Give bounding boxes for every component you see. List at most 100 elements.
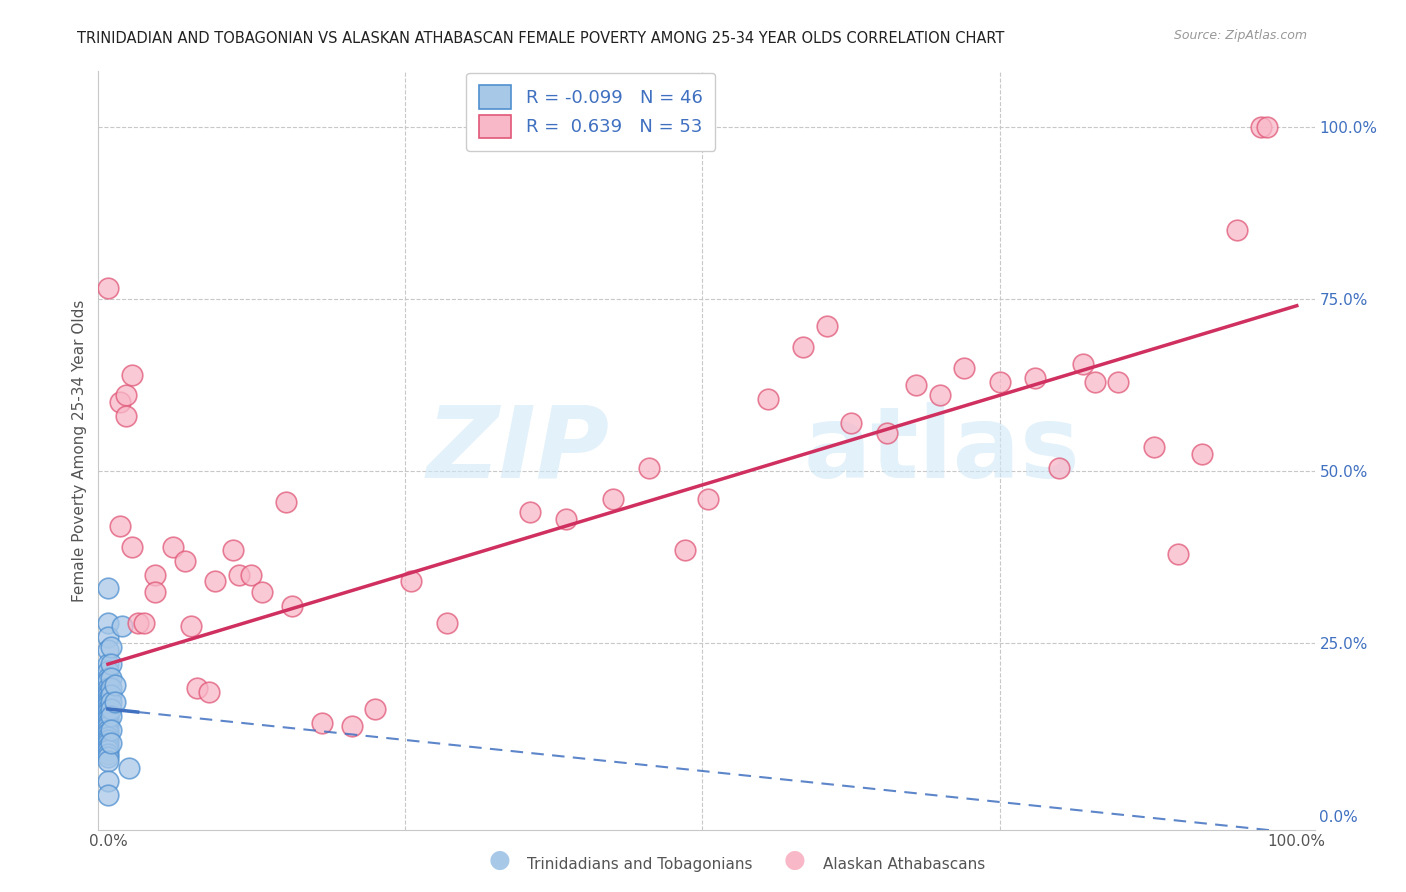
Point xyxy=(97,695,120,709)
Point xyxy=(204,574,226,589)
Point xyxy=(100,657,122,672)
Point xyxy=(1071,357,1094,371)
Point xyxy=(100,702,122,716)
Point xyxy=(97,684,120,698)
Point xyxy=(97,712,120,726)
Point xyxy=(97,615,120,630)
Point xyxy=(1024,371,1046,385)
Legend: R = -0.099   N = 46, R =  0.639   N = 53: R = -0.099 N = 46, R = 0.639 N = 53 xyxy=(467,73,716,151)
Point xyxy=(519,506,541,520)
Point xyxy=(673,543,696,558)
Point xyxy=(697,491,720,506)
Point xyxy=(127,615,149,630)
Point xyxy=(97,674,120,689)
Point xyxy=(100,736,122,750)
Point xyxy=(281,599,304,613)
Point xyxy=(1143,440,1166,454)
Point xyxy=(97,719,120,733)
Point xyxy=(97,736,120,750)
Point xyxy=(198,684,221,698)
Point xyxy=(1107,375,1129,389)
Point xyxy=(121,368,143,382)
Point xyxy=(97,723,120,737)
Text: Trinidadians and Tobagonians: Trinidadians and Tobagonians xyxy=(527,857,752,872)
Point xyxy=(97,671,120,685)
Text: Alaskan Athabascans: Alaskan Athabascans xyxy=(823,857,984,872)
Point xyxy=(97,743,120,757)
Point xyxy=(100,723,122,737)
Point xyxy=(100,671,122,685)
Point xyxy=(637,460,659,475)
Point xyxy=(1084,375,1107,389)
Point xyxy=(97,582,120,596)
Point xyxy=(792,340,814,354)
Point xyxy=(97,643,120,657)
Point xyxy=(97,630,120,644)
Point xyxy=(1226,223,1249,237)
Text: ●: ● xyxy=(783,848,806,872)
Point xyxy=(311,715,333,730)
Point xyxy=(121,540,143,554)
Point xyxy=(876,426,898,441)
Point xyxy=(1047,460,1070,475)
Point xyxy=(114,388,136,402)
Point xyxy=(145,584,167,599)
Point xyxy=(222,543,245,558)
Point xyxy=(340,719,363,733)
Point xyxy=(108,519,131,533)
Point xyxy=(97,715,120,730)
Point xyxy=(276,495,298,509)
Text: Source: ZipAtlas.com: Source: ZipAtlas.com xyxy=(1174,29,1308,42)
Point xyxy=(97,702,120,716)
Point xyxy=(145,567,167,582)
Point xyxy=(97,750,120,764)
Point xyxy=(100,681,122,696)
Point xyxy=(97,733,120,747)
Point xyxy=(97,788,120,802)
Point xyxy=(97,774,120,789)
Point xyxy=(1191,447,1213,461)
Point xyxy=(111,619,134,633)
Point xyxy=(100,640,122,654)
Point xyxy=(399,574,422,589)
Point xyxy=(162,540,184,554)
Point xyxy=(436,615,458,630)
Point xyxy=(815,319,838,334)
Text: ZIP: ZIP xyxy=(426,402,609,499)
Text: TRINIDADIAN AND TOBAGONIAN VS ALASKAN ATHABASCAN FEMALE POVERTY AMONG 25-34 YEAR: TRINIDADIAN AND TOBAGONIAN VS ALASKAN AT… xyxy=(77,31,1005,46)
Point xyxy=(97,706,120,720)
Point xyxy=(839,416,862,430)
Point xyxy=(104,678,127,692)
Point xyxy=(929,388,952,402)
Point xyxy=(97,726,120,740)
Point xyxy=(953,360,976,375)
Point xyxy=(174,554,197,568)
Point xyxy=(118,760,141,774)
Point xyxy=(756,392,779,406)
Point xyxy=(97,281,120,295)
Point xyxy=(108,395,131,409)
Point xyxy=(100,688,122,702)
Point xyxy=(252,584,274,599)
Point xyxy=(100,708,122,723)
Point xyxy=(97,739,120,754)
Point xyxy=(132,615,155,630)
Point xyxy=(186,681,208,696)
Point xyxy=(1167,547,1189,561)
Point xyxy=(905,378,928,392)
Point xyxy=(100,695,122,709)
Point xyxy=(97,708,120,723)
Point xyxy=(228,567,250,582)
Point xyxy=(180,619,202,633)
Point xyxy=(988,375,1011,389)
Text: atlas: atlas xyxy=(804,402,1080,499)
Point xyxy=(97,688,120,702)
Point xyxy=(97,698,120,713)
Point xyxy=(97,681,120,696)
Point xyxy=(97,730,120,744)
Point xyxy=(104,695,127,709)
Point xyxy=(97,754,120,768)
Text: ●: ● xyxy=(488,848,510,872)
Point xyxy=(364,702,387,716)
Point xyxy=(239,567,262,582)
